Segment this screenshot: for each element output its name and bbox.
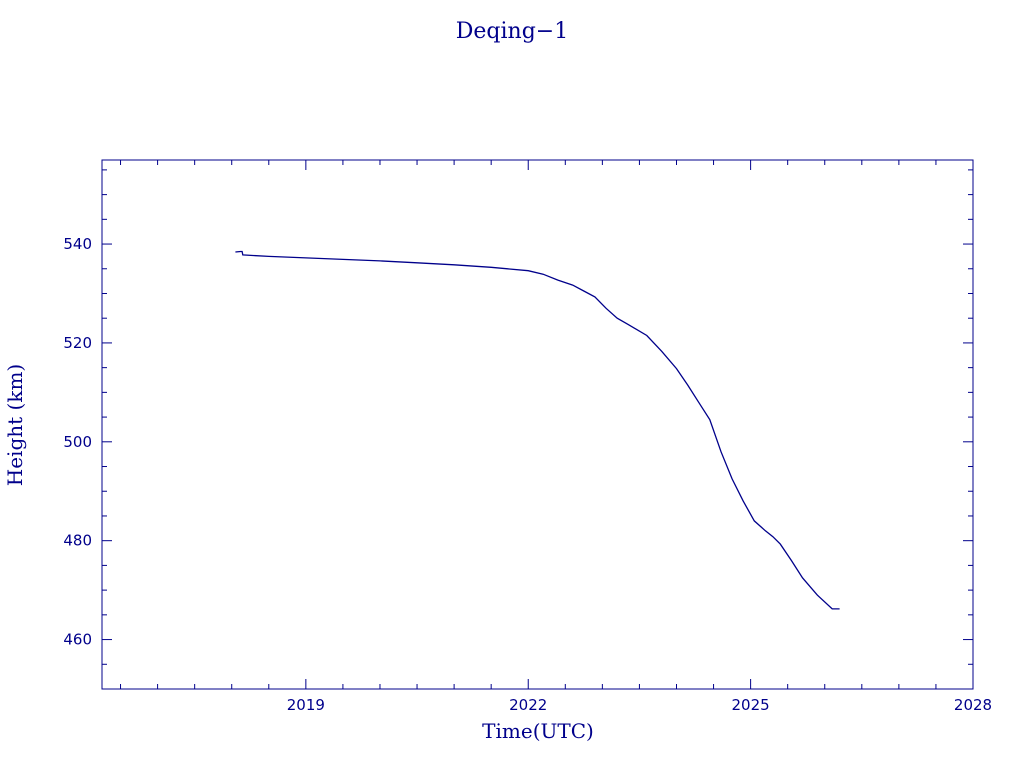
y-tick-label: 460 (63, 631, 92, 649)
y-tick-label: 540 (63, 235, 92, 253)
x-axis-label: Time(UTC) (482, 719, 594, 743)
x-tick-label: 2022 (509, 696, 547, 714)
y-tick-label: 480 (63, 532, 92, 550)
y-axis-label: Height (km) (3, 364, 27, 486)
x-tick-label: 2028 (954, 696, 992, 714)
axis-ticks (102, 160, 974, 690)
chart-title: Deqing−1 (456, 19, 568, 44)
y-tick-label: 520 (63, 334, 92, 352)
x-tick-label: 2025 (732, 696, 770, 714)
y-tick-label: 500 (63, 433, 92, 451)
tick-labels: 2019 2022 2025 2028 460 480 500 520 540 (63, 235, 992, 714)
series-line (235, 250, 840, 610)
x-tick-label: 2019 (287, 696, 325, 714)
plot-frame (101, 159, 974, 690)
